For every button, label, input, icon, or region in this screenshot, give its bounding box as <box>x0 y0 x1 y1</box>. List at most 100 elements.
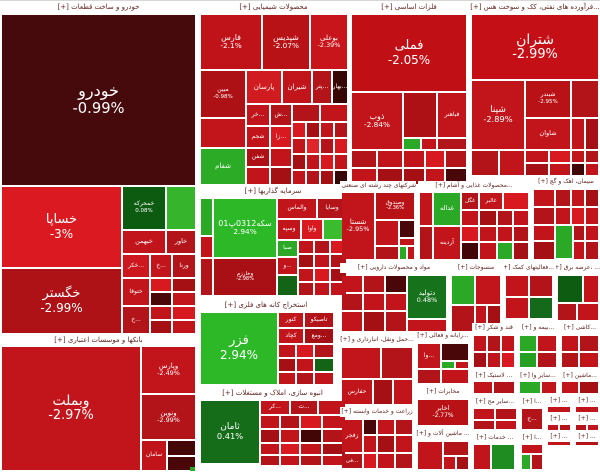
tile-cement-2[interactable] <box>572 190 584 206</box>
tile-oil-2[interactable]: شبندر -2.95% <box>526 81 570 117</box>
sector-header-micro-e[interactable]: ... [+] <box>574 415 600 423</box>
tile-otherfin-1[interactable] <box>542 382 556 393</box>
sector-header-services[interactable]: ... خدمات [+] <box>472 433 518 442</box>
tile-realestate-17[interactable] <box>281 456 299 465</box>
tile-auto-12[interactable] <box>173 279 195 291</box>
tile-invest-7[interactable]: وسپه <box>278 220 300 239</box>
tile-sugar-4[interactable] <box>488 353 500 367</box>
tile-barq-2[interactable] <box>558 304 576 320</box>
tile-chem-35[interactable] <box>335 171 347 184</box>
sector-header-chem[interactable]: محصولات شیمیایی [+] <box>199 1 348 13</box>
tile-transport-3[interactable] <box>374 380 392 404</box>
tile-sugar-2[interactable] <box>502 336 514 351</box>
tile-invest-6[interactable]: وسایا <box>318 199 346 218</box>
tile-insurance-0[interactable] <box>520 336 536 351</box>
tile-auto-7[interactable]: ...خکر <box>123 255 149 277</box>
sector-header-machinery[interactable]: ... ماشین آلات و [+] <box>416 429 470 439</box>
tile-invest-10[interactable]: صبا <box>278 241 297 256</box>
tile-othermineral-3[interactable] <box>496 421 516 429</box>
tile-auto-14[interactable] <box>173 293 195 305</box>
tile-chem-18[interactable] <box>293 105 319 121</box>
tile-realestate-18[interactable] <box>301 456 321 465</box>
tile-chem-31[interactable] <box>335 155 347 169</box>
tile-food-0[interactable] <box>420 193 432 225</box>
tile-metals-15[interactable] <box>426 169 444 184</box>
sector-header-komak[interactable]: ...فعالیتهای کمک [+] <box>504 263 554 273</box>
tile-mining-7[interactable] <box>315 345 333 357</box>
tile-food-16[interactable] <box>480 243 496 259</box>
sector-header-realestate[interactable]: انبوه سازی، املاک و مستغلات [+] <box>199 388 346 399</box>
sector-header-rubber[interactable]: ... لاستیک [+] <box>472 371 516 380</box>
tile-invest-5[interactable]: والماس <box>278 199 316 218</box>
tile-sugar-1[interactable] <box>488 336 500 351</box>
tile-cement-4[interactable] <box>534 208 554 224</box>
tile-transport-0[interactable] <box>342 348 380 378</box>
tile-mining-1[interactable]: کنور <box>279 313 303 327</box>
tile-auto-2[interactable]: خگستر -2.99% <box>2 269 121 333</box>
tile-auto-0[interactable]: خودرو -0.99% <box>2 15 195 185</box>
tile-food-12[interactable] <box>480 227 496 241</box>
tile-ceramic-2[interactable] <box>562 353 578 367</box>
tile-pharma-7[interactable] <box>342 312 362 331</box>
tile-food-17[interactable] <box>498 243 512 259</box>
tile-metals-8[interactable] <box>378 151 402 167</box>
tile-banks-3[interactable]: سامان <box>142 441 166 470</box>
tile-cement-5[interactable] <box>556 208 570 224</box>
tile-auto-13[interactable] <box>151 293 171 305</box>
tile-cement-12[interactable] <box>534 242 554 259</box>
tile-chem-30[interactable] <box>321 155 333 169</box>
tile-agri-5[interactable] <box>364 436 376 452</box>
tile-textile-3[interactable] <box>476 306 486 331</box>
tile-realestate-19[interactable] <box>323 456 345 465</box>
tile-food-8[interactable] <box>480 211 496 225</box>
tile-chem-33[interactable] <box>307 171 319 184</box>
tile-invest-20[interactable] <box>315 269 329 281</box>
tile-oil-9[interactable] <box>526 151 548 162</box>
tile-rayaneh-2[interactable] <box>442 362 454 368</box>
tile-invest-1[interactable] <box>201 237 212 257</box>
tile-oil-7[interactable] <box>472 151 498 175</box>
tile-invest-2[interactable] <box>201 259 212 295</box>
tile-metals-9[interactable] <box>352 169 376 184</box>
sector-header-metals[interactable]: فلزات اساسی [+] <box>350 1 468 13</box>
tile-micro-h-0[interactable] <box>576 442 598 445</box>
tile-auto-8[interactable]: ...خ <box>151 255 171 277</box>
tile-food-5[interactable]: غالبر <box>480 193 502 209</box>
sector-header-micro-g[interactable]: ... [+] <box>546 433 572 441</box>
sector-header-micro-b[interactable]: ... [+] <box>546 397 572 405</box>
tile-mining-8[interactable] <box>279 359 295 371</box>
tile-micro-b-0[interactable] <box>548 407 570 412</box>
tile-rubber-1[interactable] <box>494 382 514 393</box>
tile-ceramic-1[interactable] <box>580 336 598 351</box>
tile-metals-3[interactable]: فباهنر <box>438 93 466 137</box>
tile-chem-6[interactable]: ...پتر <box>313 71 331 103</box>
tile-pharma-9[interactable] <box>386 312 406 331</box>
tile-rayaneh-0[interactable]: ...وا <box>418 344 440 368</box>
tile-metals-5[interactable] <box>422 139 436 149</box>
tile-metals-1[interactable]: ذوب -2.84% <box>352 93 402 149</box>
tile-chem-22[interactable] <box>321 123 333 137</box>
tile-food-18[interactable] <box>514 243 528 259</box>
tile-pharma-0[interactable]: دتولید 0.48% <box>408 276 446 318</box>
tile-invest-22[interactable] <box>299 283 313 295</box>
sector-header-oil[interactable]: ...فرآورده های نفتی، کک و سوخت هس [+] <box>470 1 600 13</box>
tile-chem-21[interactable] <box>307 123 319 137</box>
tile-food-11[interactable] <box>462 227 478 241</box>
tile-metals-11[interactable] <box>404 151 424 167</box>
tile-banks-0[interactable]: وبملت -2.97% <box>2 347 140 470</box>
tile-ceramic-0[interactable] <box>562 336 578 351</box>
sector-header-machines2[interactable]: ...ماشین [+] <box>560 371 600 380</box>
tile-othermineral-2[interactable] <box>474 421 494 429</box>
tile-pharma-2[interactable] <box>364 276 384 292</box>
tile-pharma-5[interactable] <box>364 294 384 310</box>
tile-multi-5[interactable] <box>376 247 398 259</box>
tile-auto-18[interactable] <box>151 321 171 333</box>
tile-oil-3[interactable]: شاوان <box>526 119 570 149</box>
tile-invest-12[interactable] <box>278 276 297 295</box>
sector-header-insurance[interactable]: ...بیمه و [+] <box>518 323 558 333</box>
tile-mining-0[interactable]: فزر 2.94% <box>201 313 277 384</box>
tile-machinery-1[interactable] <box>444 442 468 455</box>
tile-agri-1[interactable]: ...فی <box>342 454 362 468</box>
tile-oil-13[interactable] <box>572 151 584 162</box>
tile-realestate-5[interactable] <box>281 416 299 428</box>
